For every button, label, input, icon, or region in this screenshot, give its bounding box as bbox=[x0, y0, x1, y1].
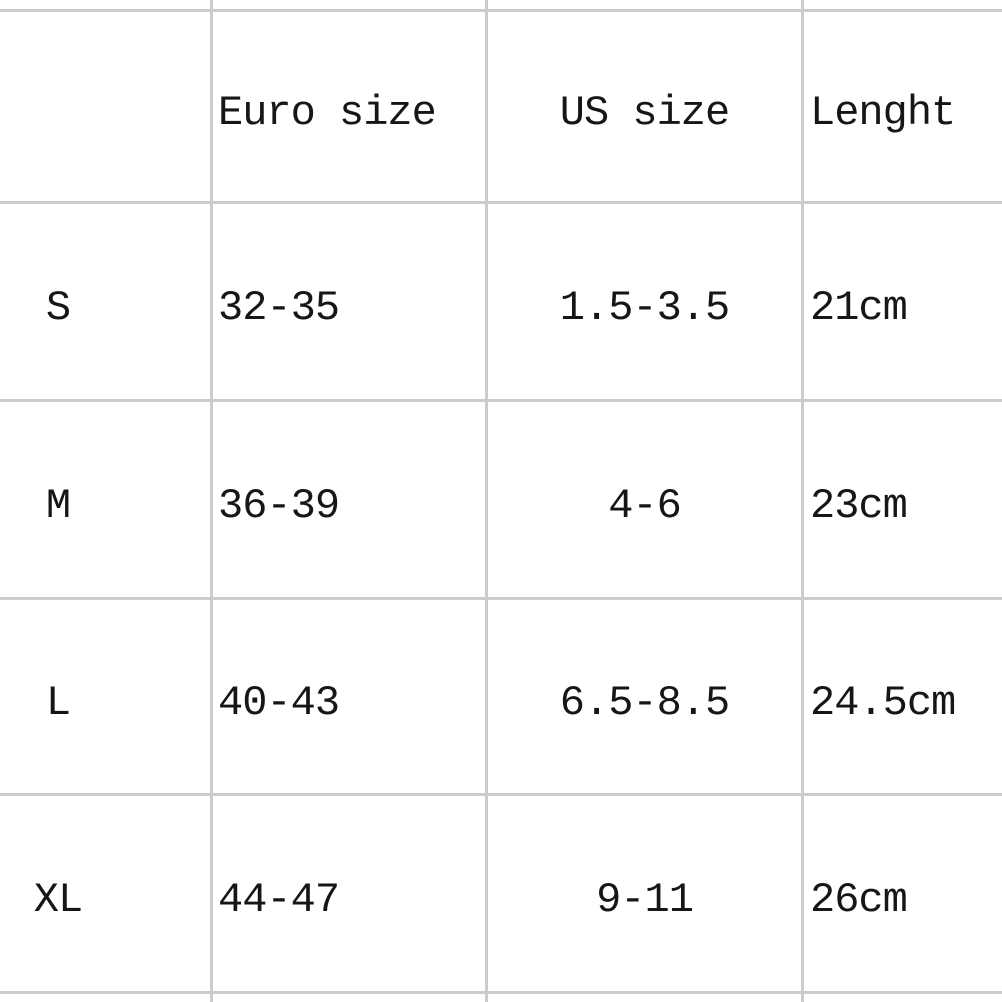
cell-length-xl: 26cm bbox=[810, 875, 908, 924]
header-us-size: US size bbox=[559, 88, 730, 137]
cell-size-xl: XL bbox=[33, 875, 83, 924]
grid-line-horizontal-3 bbox=[0, 399, 1002, 402]
header-blank-cell bbox=[0, 10, 116, 201]
cell-us-m: 4-6 bbox=[608, 481, 682, 530]
grid-line-vertical-1 bbox=[210, 0, 213, 1002]
header-euro-size: Euro size bbox=[218, 88, 437, 137]
cell-length-m: 23cm bbox=[810, 481, 908, 530]
grid-line-horizontal-4 bbox=[0, 597, 1002, 600]
cell-euro-m: 36-39 bbox=[218, 481, 340, 530]
cell-size-m: M bbox=[45, 481, 71, 530]
cell-length-s: 21cm bbox=[810, 283, 908, 332]
cell-euro-l: 40-43 bbox=[218, 678, 340, 727]
grid-line-vertical-3 bbox=[801, 0, 804, 1002]
grid-line-vertical-2 bbox=[485, 0, 488, 1002]
cell-length-l: 24.5cm bbox=[810, 678, 956, 727]
cell-euro-s: 32-35 bbox=[218, 283, 340, 332]
cell-size-l: L bbox=[45, 678, 71, 727]
grid-line-horizontal-5 bbox=[0, 793, 1002, 796]
cell-euro-xl: 44-47 bbox=[218, 875, 340, 924]
grid-line-horizontal-bottom bbox=[0, 991, 1002, 994]
cell-us-l: 6.5-8.5 bbox=[559, 678, 730, 727]
cell-size-s: S bbox=[45, 283, 71, 332]
grid-line-horizontal-2 bbox=[0, 201, 1002, 204]
cell-us-xl: 9-11 bbox=[596, 875, 694, 924]
header-length: Lenght bbox=[810, 88, 956, 137]
grid-line-horizontal-top bbox=[0, 9, 1002, 12]
cell-us-s: 1.5-3.5 bbox=[559, 283, 730, 332]
